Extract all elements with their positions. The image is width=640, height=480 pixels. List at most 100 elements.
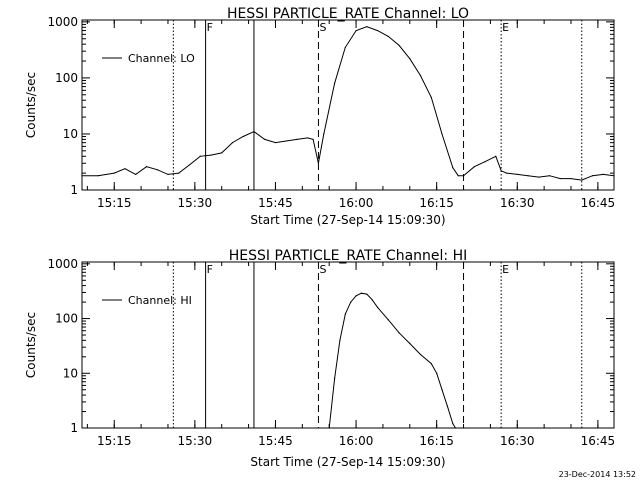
- chart-title: HESSI PARTICLE_RATE Channel: LO: [227, 6, 469, 22]
- x-axis-label: Start Time (27-Sep-14 15:09:30): [250, 213, 445, 227]
- data-point-channel-hi: [452, 423, 454, 425]
- data-point-channel-lo: [613, 175, 615, 177]
- data-point-channel-lo: [500, 170, 502, 172]
- chart-title: HESSI PARTICLE_RATE Channel: HI: [229, 248, 467, 264]
- data-point-channel-lo: [527, 175, 529, 177]
- y-tick-label-100: 100: [55, 312, 78, 326]
- data-point-channel-lo: [344, 46, 346, 49]
- data-point-channel-lo: [242, 135, 244, 138]
- data-point-channel-lo: [462, 175, 465, 177]
- data-point-channel-lo: [505, 172, 508, 174]
- marker-s: S: [319, 263, 326, 276]
- x-tick-label-15-30: 15:30: [178, 434, 213, 448]
- y-tick-label-1000: 1000: [47, 15, 78, 29]
- data-point-channel-lo: [581, 179, 583, 181]
- data-point-channel-hi: [366, 293, 368, 295]
- data-point-channel-lo: [135, 173, 137, 175]
- data-point-channel-hi: [360, 292, 363, 294]
- plot-frame: [81, 19, 615, 191]
- data-point-channel-hi: [441, 389, 443, 391]
- data-point-channel-lo: [376, 29, 379, 32]
- hi-channel-panel: HESSI PARTICLE_RATE Channel: HI 15:15 15:3…: [24, 248, 615, 469]
- data-point-channel-lo: [452, 167, 454, 169]
- x-tick-label-16-30: 16:30: [500, 434, 535, 448]
- data-point-channel-lo: [156, 169, 158, 171]
- x-tick-label-16-45: 16:45: [581, 434, 616, 448]
- x-tick-label-16-30: 16:30: [500, 196, 535, 210]
- data-point-channel-lo: [296, 138, 298, 140]
- x-tick-label-15-45: 15:45: [258, 196, 293, 210]
- data-point-channel-lo: [591, 175, 594, 177]
- data-point-channel-lo: [97, 175, 99, 177]
- data-point-channel-lo: [548, 175, 551, 177]
- data-point-channel-lo: [124, 168, 126, 170]
- data-point-channel-hi: [339, 339, 341, 341]
- data-point-channel-lo: [323, 133, 325, 135]
- data-point-channel-lo: [457, 175, 459, 177]
- data-point-channel-lo: [602, 173, 604, 175]
- x-axis-label: Start Time (27-Sep-14 15:09:30): [250, 455, 445, 469]
- data-point-channel-lo: [210, 154, 212, 156]
- y-tick-label-1000: 1000: [47, 257, 78, 271]
- data-point-channel-lo: [473, 166, 475, 168]
- data-point-channel-hi: [436, 372, 438, 374]
- x-tick-label-15-30: 15:30: [178, 196, 213, 210]
- data-point-channel-hi: [328, 427, 330, 429]
- data-point-channel-lo: [366, 26, 368, 28]
- data-point-channel-hi: [371, 299, 373, 301]
- data-point-channel-hi: [355, 295, 357, 297]
- data-point-channel-lo: [355, 29, 357, 32]
- data-point-channel-hi: [376, 306, 379, 308]
- data-point-channel-lo: [516, 173, 518, 175]
- data-point-channel-lo: [274, 142, 277, 144]
- y-tick-label-1: 1: [70, 183, 78, 197]
- y-tick-label-10: 10: [63, 127, 78, 141]
- x-tick-label-16-00: 16:00: [339, 196, 374, 210]
- data-point-channel-lo: [178, 172, 180, 174]
- data-point-channel-lo: [188, 164, 191, 166]
- plot-frame: [81, 261, 615, 429]
- data-point-channel-hi: [387, 319, 389, 321]
- data-point-channel-lo: [333, 82, 336, 84]
- marker-f: F: [207, 263, 213, 276]
- y-tick-label-1: 1: [70, 421, 78, 435]
- x-tick-label-15-45: 15:45: [258, 434, 293, 448]
- data-point-channel-lo: [231, 142, 234, 144]
- data-point-channel-lo: [559, 177, 561, 180]
- data-point-channel-lo: [484, 161, 486, 163]
- data-point-channel-lo: [307, 137, 309, 139]
- data-point-channel-hi: [454, 427, 457, 429]
- data-point-channel-lo: [253, 131, 255, 133]
- data-point-channel-hi: [430, 363, 432, 365]
- legend-label: Channel: LO: [128, 52, 195, 65]
- x-tick-label-16-15: 16:15: [419, 196, 454, 210]
- data-point-channel-lo: [199, 155, 201, 157]
- y-axis-label: Counts/sec: [24, 312, 38, 378]
- series-line-channel-lo: [82, 26, 614, 181]
- series-line-channel-hi: [328, 292, 456, 428]
- data-point-channel-lo: [495, 155, 497, 157]
- y-axis-label: Counts/sec: [24, 72, 38, 138]
- x-tick-label-15-15: 15:15: [97, 434, 132, 448]
- data-point-channel-hi: [344, 313, 346, 315]
- y-tick-label-100: 100: [55, 71, 78, 85]
- marker-s: S: [319, 21, 326, 34]
- data-point-channel-lo: [419, 74, 422, 77]
- data-point-channel-lo: [221, 152, 223, 154]
- data-point-channel-lo: [113, 172, 115, 174]
- marker-e: E: [502, 263, 509, 276]
- data-point-channel-lo: [398, 44, 400, 47]
- data-point-channel-lo: [387, 35, 389, 38]
- data-point-channel-lo: [538, 176, 540, 178]
- data-point-channel-lo: [264, 138, 266, 140]
- x-tick-label-16-45: 16:45: [581, 196, 616, 210]
- data-point-channel-hi: [333, 377, 336, 380]
- data-point-channel-lo: [81, 175, 83, 177]
- x-tick-label-15-15: 15:15: [97, 196, 132, 210]
- data-point-channel-hi: [398, 332, 400, 334]
- y-tick-label-10: 10: [63, 366, 78, 380]
- legend-label: Channel: HI: [128, 294, 192, 307]
- data-point-channel-lo: [317, 162, 320, 164]
- data-point-channel-lo: [409, 58, 411, 60]
